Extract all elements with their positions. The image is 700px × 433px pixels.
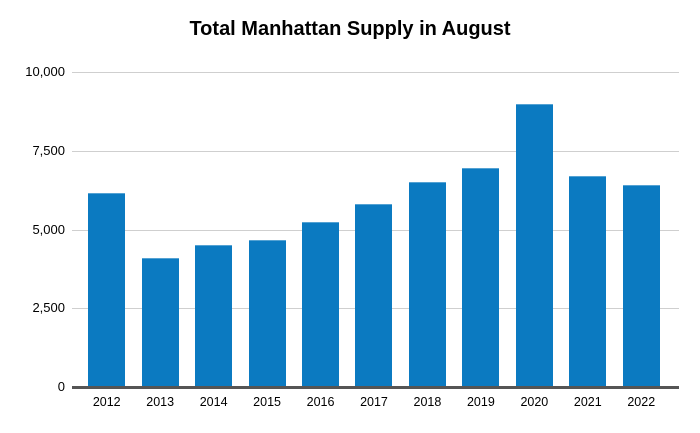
x-axis-tick-label-2014: 2014 [199, 395, 228, 409]
gridline-10000 [72, 72, 679, 73]
x-axis-labels: 2012 2013 2014 2015 2016 2017 2018 2019 2020 2021… [80, 394, 668, 410]
bar-2014 [195, 245, 233, 387]
bar-cell-2014 [187, 72, 240, 387]
bar-2022 [622, 185, 660, 387]
x-axis-tick-label-2015: 2015 [253, 395, 281, 409]
bar-cell-2021 [561, 72, 614, 387]
bar-2020 [515, 104, 553, 387]
x-axis-tick-label-2018: 2018 [413, 395, 442, 409]
bar-2013 [141, 257, 179, 387]
x-axis-tick-label-2020: 2020 [520, 395, 549, 409]
bar-cell-2019 [454, 72, 507, 387]
bar-2018 [408, 182, 446, 387]
bar-cell-2016 [294, 72, 347, 387]
x-axis-tick-label-2016: 2016 [306, 395, 335, 409]
y-axis-tick-label: 0 [57, 379, 65, 394]
chart-title: Total Manhattan Supply in August [189, 18, 511, 40]
y-axis-tick-label: 7,500 [32, 143, 65, 158]
x-axis-line [72, 386, 679, 389]
x-axis-tick-label-2013: 2013 [146, 395, 175, 409]
bar-2021 [569, 175, 607, 387]
x-axis-tick-label-2019: 2019 [466, 395, 495, 409]
x-axis-tick-label-2021: 2021 [573, 395, 602, 409]
x-axis-tick-label-2012: 2012 [92, 395, 121, 409]
bar-2017 [355, 203, 393, 387]
y-axis-tick-label: 2,500 [32, 300, 65, 315]
y-axis-tick-label: 10,000 [25, 64, 65, 79]
bar-2012 [88, 193, 126, 387]
bar-cell-2015 [240, 72, 293, 387]
bar-cell-2013 [133, 72, 186, 387]
gridline-7500 [72, 151, 679, 152]
x-axis-tick-label-2022: 2022 [627, 395, 656, 409]
bar-cell-2018 [401, 72, 454, 387]
y-axis-tick-label: 5,000 [32, 222, 65, 237]
bar-cell-2017 [347, 72, 400, 387]
bar-2015 [248, 239, 286, 387]
x-axis-tick-label-2017: 2017 [360, 395, 388, 409]
bar-cell-2012 [80, 72, 133, 387]
bar-cell-2022 [615, 72, 668, 387]
bar-2016 [302, 221, 340, 387]
bars-row [80, 72, 668, 387]
bar-cell-2020 [508, 72, 561, 387]
bar-2019 [462, 168, 500, 387]
